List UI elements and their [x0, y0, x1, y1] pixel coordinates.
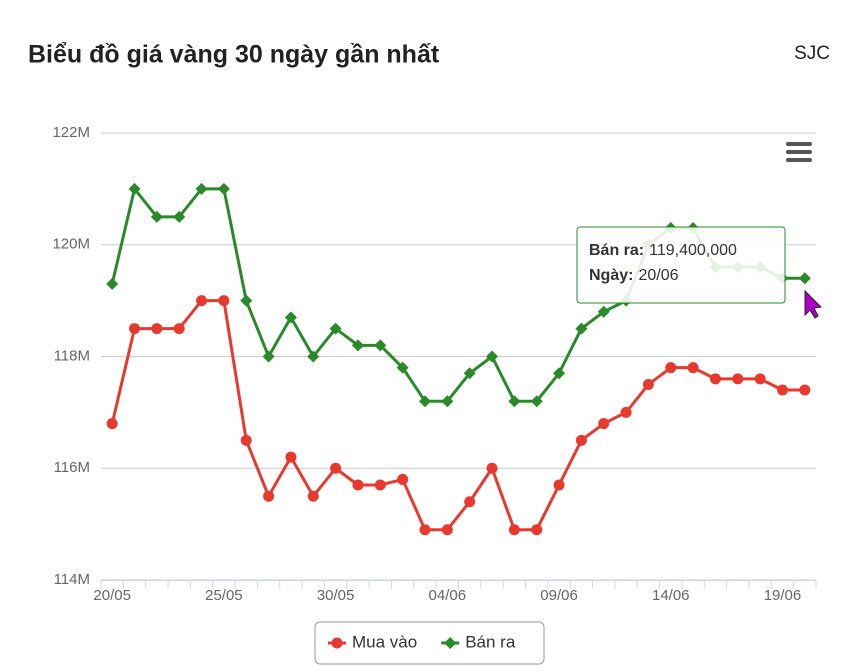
point [307, 490, 319, 502]
point [129, 323, 141, 335]
point [151, 323, 163, 335]
point [687, 362, 699, 374]
point [419, 524, 431, 536]
legend: Mua vào Bán ra [314, 621, 545, 665]
point [553, 367, 566, 380]
legend-item[interactable]: Mua vào [328, 632, 417, 651]
x-tick-label: 04/06 [429, 587, 467, 604]
point [173, 323, 185, 335]
point [396, 361, 409, 374]
point [374, 479, 386, 491]
point [463, 367, 476, 380]
point [441, 395, 454, 408]
point [106, 277, 119, 290]
cursor [804, 289, 823, 319]
point [575, 434, 587, 446]
point [598, 418, 610, 430]
x-tick-label: 09/06 [540, 587, 578, 604]
legend-label: Mua vào [352, 632, 417, 651]
point [329, 322, 342, 335]
menu-bar[interactable] [786, 142, 812, 146]
point [486, 350, 499, 363]
point [352, 479, 364, 491]
legend-label: Bán ra [465, 632, 516, 651]
point [351, 339, 364, 352]
point [709, 373, 721, 385]
point [732, 373, 744, 385]
y-tick-label: 114M [54, 571, 90, 588]
point [508, 524, 520, 536]
point [530, 395, 543, 408]
series-line [110, 299, 805, 532]
tooltip-date: 20/06 [638, 267, 678, 284]
point [444, 637, 457, 649]
x-tick-label: 20/05 [93, 587, 131, 604]
point [486, 462, 498, 474]
point [240, 294, 253, 307]
tooltip: Bán ra: 119,400,000 Ngày: 20/06 [576, 226, 786, 304]
point [307, 350, 320, 363]
point [263, 490, 275, 502]
point [798, 272, 811, 285]
point [754, 373, 766, 385]
y-tick-label: 116M [54, 459, 90, 476]
point [464, 496, 476, 508]
point [374, 339, 387, 352]
point [531, 524, 543, 536]
menu-button[interactable] [786, 142, 812, 162]
tooltip-series: Bán ra: [589, 242, 644, 259]
y-tick-label: 120M [52, 236, 90, 253]
point [418, 395, 431, 408]
point [776, 384, 788, 396]
point [106, 418, 118, 430]
point [284, 311, 297, 324]
point [508, 395, 521, 408]
point [665, 362, 677, 374]
point [262, 350, 275, 363]
point [597, 305, 610, 318]
x-tick-label: 19/06 [764, 587, 802, 604]
point [195, 182, 208, 195]
legend-box [314, 621, 545, 665]
chart-subtitle: SJC [794, 43, 830, 64]
x-tick-label: 30/05 [317, 587, 355, 604]
point [553, 479, 565, 491]
point [397, 473, 409, 485]
tooltip-value: 119,400,000 [649, 242, 737, 259]
chart-title: Biểu đồ giá vàng 30 ngày gần nhất [28, 41, 440, 69]
point [330, 462, 342, 474]
menu-bar[interactable] [786, 158, 812, 162]
point [441, 524, 453, 536]
y-tick-label: 122M [52, 124, 90, 141]
x-tick-label: 25/05 [205, 587, 243, 604]
tooltip-date-label: Ngày: [589, 267, 633, 284]
point [218, 295, 230, 307]
tooltip-line: Ngày: 20/06 [589, 267, 679, 284]
tooltip-box [576, 226, 786, 304]
legend-item[interactable]: Bán ra [441, 632, 516, 651]
point [217, 182, 230, 195]
point [150, 210, 163, 223]
point [196, 295, 208, 307]
point [575, 322, 588, 335]
x-tick-label: 14/06 [652, 587, 690, 604]
series [106, 295, 811, 536]
point [173, 210, 186, 223]
menu-bar[interactable] [786, 150, 812, 154]
point [128, 182, 141, 195]
tooltip-line: Bán ra: 119,400,000 [589, 242, 737, 259]
point [620, 406, 632, 418]
point [240, 434, 252, 446]
point [799, 384, 811, 396]
point [331, 637, 343, 649]
point [285, 451, 297, 463]
y-tick-label: 118M [54, 347, 90, 364]
point [642, 378, 654, 390]
